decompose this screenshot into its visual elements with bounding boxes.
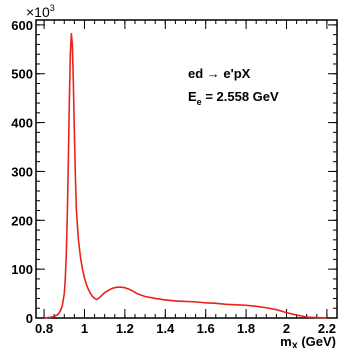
y-tick-label: 400: [11, 116, 33, 131]
axis-tick-labels: 0.8 1 1.2 1.4 1.6 1.8 2 2.2 0 100 200 300 400 500 600: [11, 18, 336, 336]
x-tick-label: 1.2: [116, 321, 134, 336]
axis-ticks: [36, 20, 337, 319]
beam-energy-annotation: Ee = 2.558 GeV: [188, 89, 279, 107]
x-tick-label: 1: [81, 321, 88, 336]
reaction-annotation: ed → e'pX: [188, 66, 251, 81]
y-tick-label: 100: [11, 262, 33, 277]
y-tick-label: 500: [11, 67, 33, 82]
y-multiplier-label: ×103: [26, 3, 55, 20]
x-tick-label: 1.4: [156, 321, 175, 336]
x-tick-label: 2: [283, 321, 290, 336]
x-tick-label: 1.6: [197, 321, 215, 336]
series-line: [43, 32, 327, 319]
x-tick-label: 0.8: [35, 321, 53, 336]
x-tick-label: 1.8: [237, 321, 255, 336]
plot-frame: [35, 19, 338, 319]
y-tick-label: 300: [11, 164, 33, 179]
y-tick-label: 600: [11, 18, 33, 33]
y-tick-label: 0: [26, 311, 33, 326]
x-axis-label: mX (GeV): [280, 334, 336, 348]
x-tick-label: 2.2: [318, 321, 336, 336]
y-tick-label: 200: [11, 213, 33, 228]
